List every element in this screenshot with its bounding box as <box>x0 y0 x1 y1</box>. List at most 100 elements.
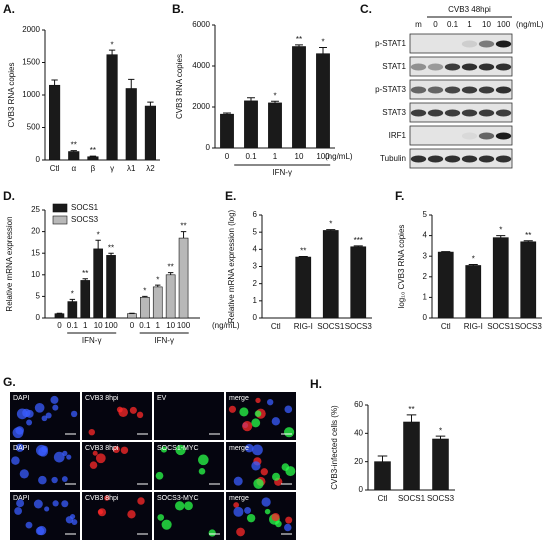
group-label: IFN-γ <box>82 336 102 345</box>
y-tick-label: 0 <box>359 485 364 494</box>
cell <box>19 469 29 479</box>
cell <box>246 513 256 523</box>
cell <box>33 499 43 509</box>
cell <box>25 521 33 529</box>
bar <box>165 274 176 319</box>
channel-label: merge <box>229 445 249 452</box>
error-bar <box>353 245 363 247</box>
error-bar <box>82 278 88 281</box>
x-tick-label: 10 <box>166 321 175 330</box>
cell <box>228 405 237 413</box>
blot-band <box>495 86 512 94</box>
error-bar <box>406 414 417 422</box>
blot-strip <box>409 125 513 146</box>
cell <box>41 415 48 422</box>
x-tick-label: 1 <box>156 321 161 330</box>
cell <box>88 428 95 436</box>
bar <box>67 301 78 319</box>
x-tick-label: 1 <box>273 152 278 161</box>
x-tick-label: Ctl <box>50 164 60 173</box>
y-tick-label: 6000 <box>192 20 210 29</box>
bar <box>244 100 258 149</box>
unit-label: (ng/mL) <box>516 20 544 29</box>
group-label: IFN-γ <box>154 336 174 345</box>
y-tick-label: 20 <box>31 227 40 236</box>
channel-label: SOCS1-MYC <box>157 445 199 452</box>
y-tick-label: 2 <box>423 272 428 281</box>
x-tick-label: 0.1 <box>67 321 79 330</box>
y-tick-label: 2000 <box>192 102 210 111</box>
cell <box>233 502 240 508</box>
blot-band <box>495 132 512 140</box>
cell <box>155 471 164 480</box>
cell <box>253 478 264 489</box>
blot-band <box>410 155 427 163</box>
cell <box>52 404 59 411</box>
error-bar <box>298 256 308 258</box>
significance: ** <box>296 35 302 44</box>
y-tick-label: 3 <box>423 251 428 260</box>
significance: * <box>321 38 324 47</box>
panel-label: E. <box>225 189 236 203</box>
cell <box>236 527 245 537</box>
bar <box>68 151 80 161</box>
cell <box>104 495 110 501</box>
micrograph <box>154 392 224 440</box>
cell <box>112 445 120 454</box>
unit-label: (ng/mL) <box>325 152 353 161</box>
bar <box>49 84 61 161</box>
bar <box>520 241 537 319</box>
y-tick-label: 1500 <box>22 58 40 67</box>
cell <box>239 407 249 417</box>
cell <box>15 443 25 452</box>
error-bar <box>468 263 478 266</box>
row-label: STAT1 <box>382 62 406 71</box>
cell <box>129 406 137 414</box>
cell <box>284 405 293 414</box>
blot-band <box>478 132 495 140</box>
cell <box>66 454 72 460</box>
x-tick-label: SOCS3 <box>345 322 373 331</box>
bar <box>295 256 312 319</box>
blot-header: CVB3 48hpi <box>448 5 491 14</box>
cell <box>136 411 144 419</box>
x-tick-label: RIG-I <box>294 322 313 331</box>
error-bar <box>295 44 303 47</box>
bar <box>93 248 103 319</box>
legend-label: SOCS3 <box>71 215 99 224</box>
blot-band <box>478 63 495 71</box>
error-bar <box>89 155 97 157</box>
x-tick-label: 0 <box>225 152 230 161</box>
error-bar <box>147 101 154 107</box>
x-tick-label: SOCS3 <box>515 322 543 331</box>
cell <box>260 468 268 476</box>
cell <box>127 510 136 519</box>
cell <box>198 467 206 475</box>
blot-strip <box>409 33 513 54</box>
x-tick-label: Ctl <box>378 494 388 503</box>
cell <box>157 514 165 521</box>
panel-label: H. <box>310 377 322 391</box>
blot-band <box>478 109 495 117</box>
significance: *** <box>354 236 363 245</box>
channel-label: DAPI <box>13 395 29 402</box>
channel-label: DAPI <box>13 445 29 452</box>
bar <box>220 113 234 149</box>
bar <box>106 255 116 319</box>
significance: ** <box>108 243 114 252</box>
bar <box>403 421 420 491</box>
y-tick-label: 1 <box>423 293 428 302</box>
blot-band <box>444 63 461 71</box>
channel-label: SOCS3-MYC <box>157 495 199 502</box>
error-bar <box>223 112 231 115</box>
x-tick-label: SOCS1 <box>398 494 426 503</box>
x-tick-label: Ctl <box>441 322 451 331</box>
y-tick-label: 2 <box>253 279 258 288</box>
significance: ** <box>71 141 77 150</box>
blot-band <box>461 86 478 94</box>
blot-band <box>410 63 427 71</box>
cell <box>275 520 282 528</box>
cell <box>65 516 74 524</box>
cell <box>50 395 59 404</box>
